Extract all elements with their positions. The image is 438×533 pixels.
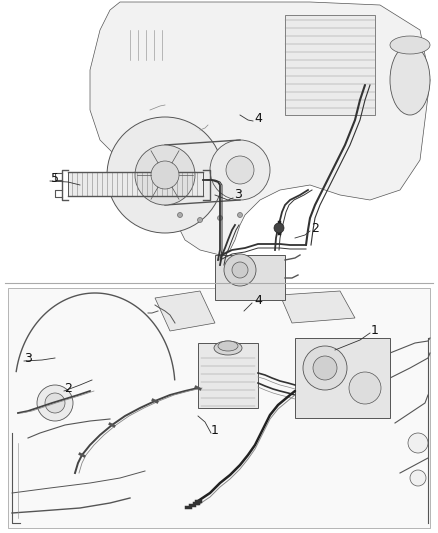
Text: 1: 1 <box>211 424 219 437</box>
Circle shape <box>313 356 337 380</box>
Circle shape <box>107 117 223 233</box>
Circle shape <box>237 213 243 217</box>
Ellipse shape <box>390 45 430 115</box>
Ellipse shape <box>214 341 242 355</box>
Text: 4: 4 <box>254 295 262 308</box>
Text: 2: 2 <box>311 222 319 235</box>
Polygon shape <box>90 2 430 255</box>
Polygon shape <box>155 291 215 331</box>
Text: 3: 3 <box>24 351 32 365</box>
Text: 1: 1 <box>371 324 379 336</box>
Text: 2: 2 <box>64 382 72 394</box>
Bar <box>198 343 258 408</box>
Circle shape <box>274 223 284 233</box>
Circle shape <box>218 215 223 221</box>
Bar <box>295 338 390 418</box>
Bar <box>8 288 430 528</box>
Circle shape <box>210 140 270 200</box>
Circle shape <box>410 470 426 486</box>
Text: 5: 5 <box>51 172 59 184</box>
Circle shape <box>177 213 183 217</box>
Circle shape <box>45 393 65 413</box>
Circle shape <box>226 156 254 184</box>
Ellipse shape <box>390 36 430 54</box>
Circle shape <box>224 254 256 286</box>
Circle shape <box>198 217 202 222</box>
Bar <box>215 255 285 300</box>
Text: 3: 3 <box>234 189 242 201</box>
Circle shape <box>151 161 179 189</box>
Circle shape <box>232 262 248 278</box>
Circle shape <box>37 385 73 421</box>
Polygon shape <box>280 291 355 323</box>
Circle shape <box>408 433 428 453</box>
Circle shape <box>135 145 195 205</box>
Bar <box>68 172 203 196</box>
Bar <box>285 15 375 115</box>
Circle shape <box>303 346 347 390</box>
Circle shape <box>349 372 381 404</box>
Text: 4: 4 <box>254 111 262 125</box>
Ellipse shape <box>218 341 238 351</box>
